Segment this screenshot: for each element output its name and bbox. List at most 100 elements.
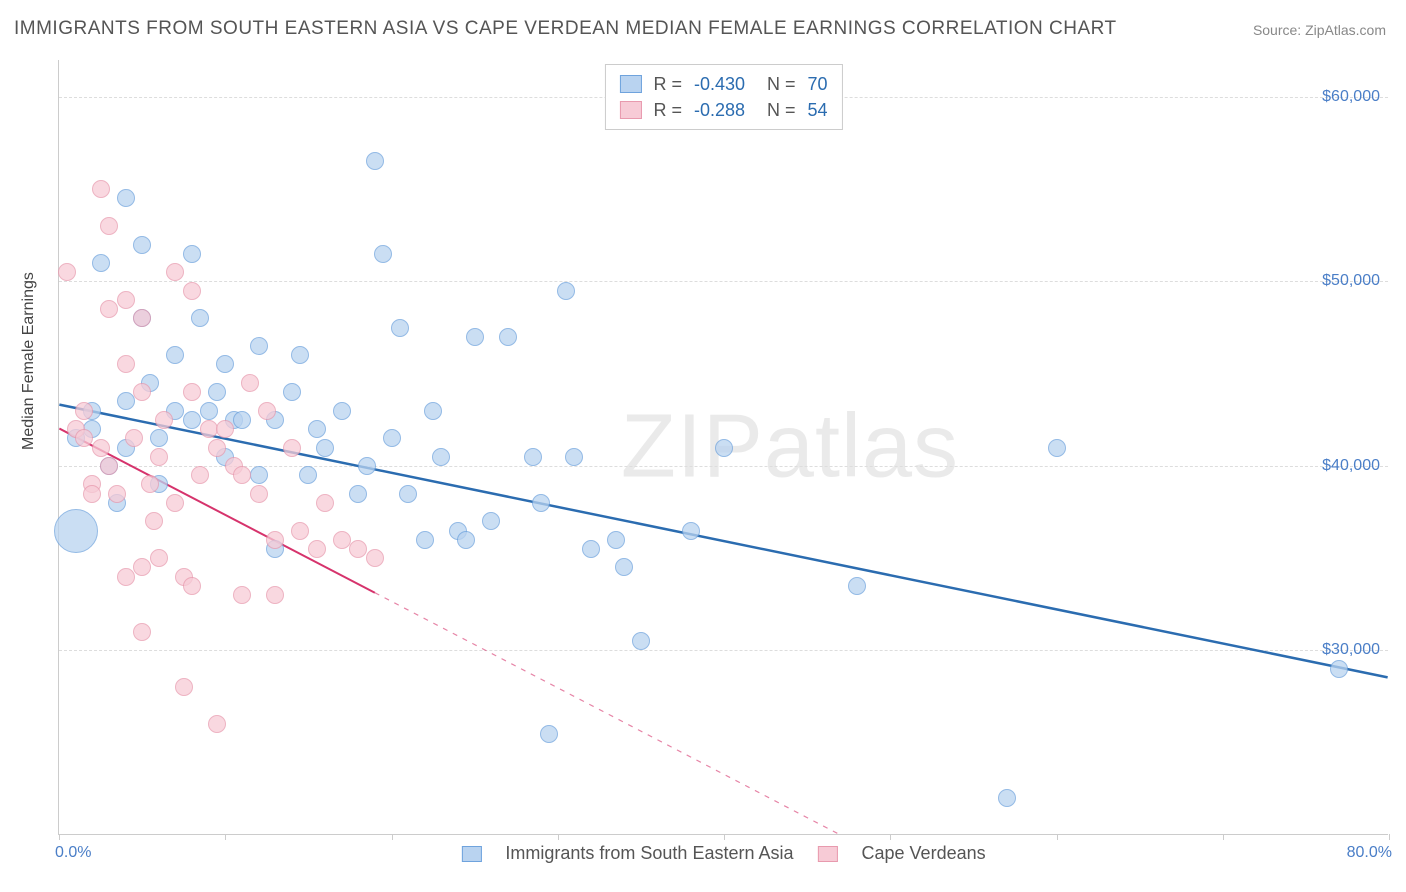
x-tick xyxy=(1223,834,1224,840)
data-point xyxy=(615,558,633,576)
data-point xyxy=(266,531,284,549)
x-tick xyxy=(392,834,393,840)
data-point xyxy=(175,678,193,696)
data-point xyxy=(291,346,309,364)
x-tick xyxy=(1389,834,1390,840)
legend-r-label: R = xyxy=(653,74,682,95)
data-point xyxy=(358,457,376,475)
data-point xyxy=(715,439,733,457)
data-point xyxy=(333,402,351,420)
x-tick xyxy=(59,834,60,840)
y-axis-label: Median Female Earnings xyxy=(20,272,38,450)
data-point xyxy=(183,411,201,429)
data-point xyxy=(632,632,650,650)
data-point xyxy=(133,623,151,641)
data-point xyxy=(316,439,334,457)
data-point xyxy=(482,512,500,530)
data-point xyxy=(283,439,301,457)
data-point xyxy=(308,420,326,438)
legend-series-label: Immigrants from South Eastern Asia xyxy=(505,843,793,864)
legend-series-label: Cape Verdeans xyxy=(862,843,986,864)
data-point xyxy=(166,263,184,281)
x-tick xyxy=(225,834,226,840)
data-point xyxy=(100,300,118,318)
data-point xyxy=(133,558,151,576)
data-point xyxy=(54,509,98,553)
data-point xyxy=(92,180,110,198)
x-tick xyxy=(558,834,559,840)
data-point xyxy=(191,466,209,484)
data-point xyxy=(457,531,475,549)
data-point xyxy=(155,411,173,429)
data-point xyxy=(117,291,135,309)
legend-n-label: N = xyxy=(757,74,796,95)
x-tick xyxy=(1057,834,1058,840)
y-tick-label: $60,000 xyxy=(1322,88,1380,106)
legend-row: R =-0.288 N =54 xyxy=(619,97,827,123)
data-point xyxy=(391,319,409,337)
y-tick-label: $40,000 xyxy=(1322,457,1380,475)
data-point xyxy=(233,466,251,484)
data-point xyxy=(399,485,417,503)
data-point xyxy=(499,328,517,346)
data-point xyxy=(582,540,600,558)
data-point xyxy=(92,439,110,457)
grid-line xyxy=(59,650,1388,651)
data-point xyxy=(183,245,201,263)
data-point xyxy=(191,309,209,327)
data-point xyxy=(150,448,168,466)
data-point xyxy=(432,448,450,466)
data-point xyxy=(208,439,226,457)
data-point xyxy=(145,512,163,530)
x-axis-min-label: 0.0% xyxy=(55,844,91,862)
data-point xyxy=(682,522,700,540)
y-tick-label: $50,000 xyxy=(1322,272,1380,290)
source-name: ZipAtlas.com xyxy=(1305,22,1386,38)
data-point xyxy=(607,531,625,549)
data-point xyxy=(75,429,93,447)
legend-swatch xyxy=(461,846,481,862)
data-point xyxy=(1048,439,1066,457)
data-point xyxy=(133,309,151,327)
data-point xyxy=(241,374,259,392)
data-point xyxy=(216,355,234,373)
data-point xyxy=(349,485,367,503)
data-point xyxy=(291,522,309,540)
data-point xyxy=(150,429,168,447)
data-point xyxy=(333,531,351,549)
data-point xyxy=(233,411,251,429)
data-point xyxy=(125,429,143,447)
data-point xyxy=(133,236,151,254)
data-point xyxy=(424,402,442,420)
legend-r-label: R = xyxy=(653,100,682,121)
data-point xyxy=(117,568,135,586)
data-point xyxy=(366,152,384,170)
data-point xyxy=(1330,660,1348,678)
legend-series: Immigrants from South Eastern Asia Cape V… xyxy=(461,843,985,864)
data-point xyxy=(83,485,101,503)
data-point xyxy=(208,383,226,401)
legend-r-value: -0.430 xyxy=(694,74,745,95)
data-point xyxy=(141,475,159,493)
data-point xyxy=(233,586,251,604)
data-point xyxy=(383,429,401,447)
data-point xyxy=(532,494,550,512)
legend-n-value: 54 xyxy=(808,100,828,121)
data-point xyxy=(183,282,201,300)
data-point xyxy=(166,494,184,512)
data-point xyxy=(540,725,558,743)
data-point xyxy=(565,448,583,466)
source-attribution: Source: ZipAtlas.com xyxy=(1253,22,1386,38)
data-point xyxy=(208,715,226,733)
data-point xyxy=(92,254,110,272)
data-point xyxy=(133,383,151,401)
data-point xyxy=(216,420,234,438)
data-point xyxy=(466,328,484,346)
chart-title: IMMIGRANTS FROM SOUTH EASTERN ASIA VS CA… xyxy=(14,18,1117,40)
x-tick xyxy=(890,834,891,840)
x-tick xyxy=(724,834,725,840)
data-point xyxy=(250,485,268,503)
watermark: ZIPatlas xyxy=(621,396,959,499)
data-point xyxy=(117,392,135,410)
source-label: Source: xyxy=(1253,22,1301,38)
